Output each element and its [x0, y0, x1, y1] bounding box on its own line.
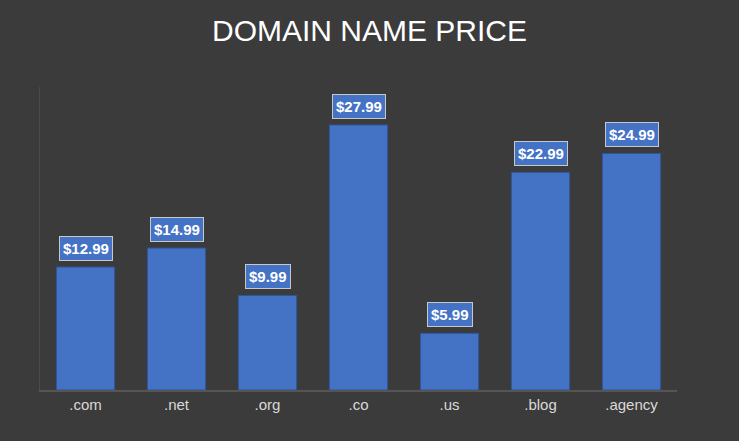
svg-text:$27.99: $27.99: [336, 98, 382, 115]
svg-text:.co: .co: [348, 396, 368, 413]
svg-text:.agency: .agency: [605, 396, 658, 413]
svg-text:.org: .org: [255, 396, 281, 413]
svg-text:$24.99: $24.99: [609, 126, 655, 143]
svg-text:DOMAIN NAME PRICE: DOMAIN NAME PRICE: [212, 14, 527, 47]
svg-text:$22.99: $22.99: [518, 145, 564, 162]
svg-text:$14.99: $14.99: [154, 221, 200, 238]
svg-text:.net: .net: [164, 396, 190, 413]
svg-text:$12.99: $12.99: [63, 240, 109, 257]
svg-text:.blog: .blog: [524, 396, 557, 413]
svg-text:.us: .us: [439, 396, 459, 413]
svg-text:$5.99: $5.99: [431, 306, 469, 323]
svg-text:.com: .com: [69, 396, 102, 413]
svg-text:$9.99: $9.99: [249, 268, 287, 285]
